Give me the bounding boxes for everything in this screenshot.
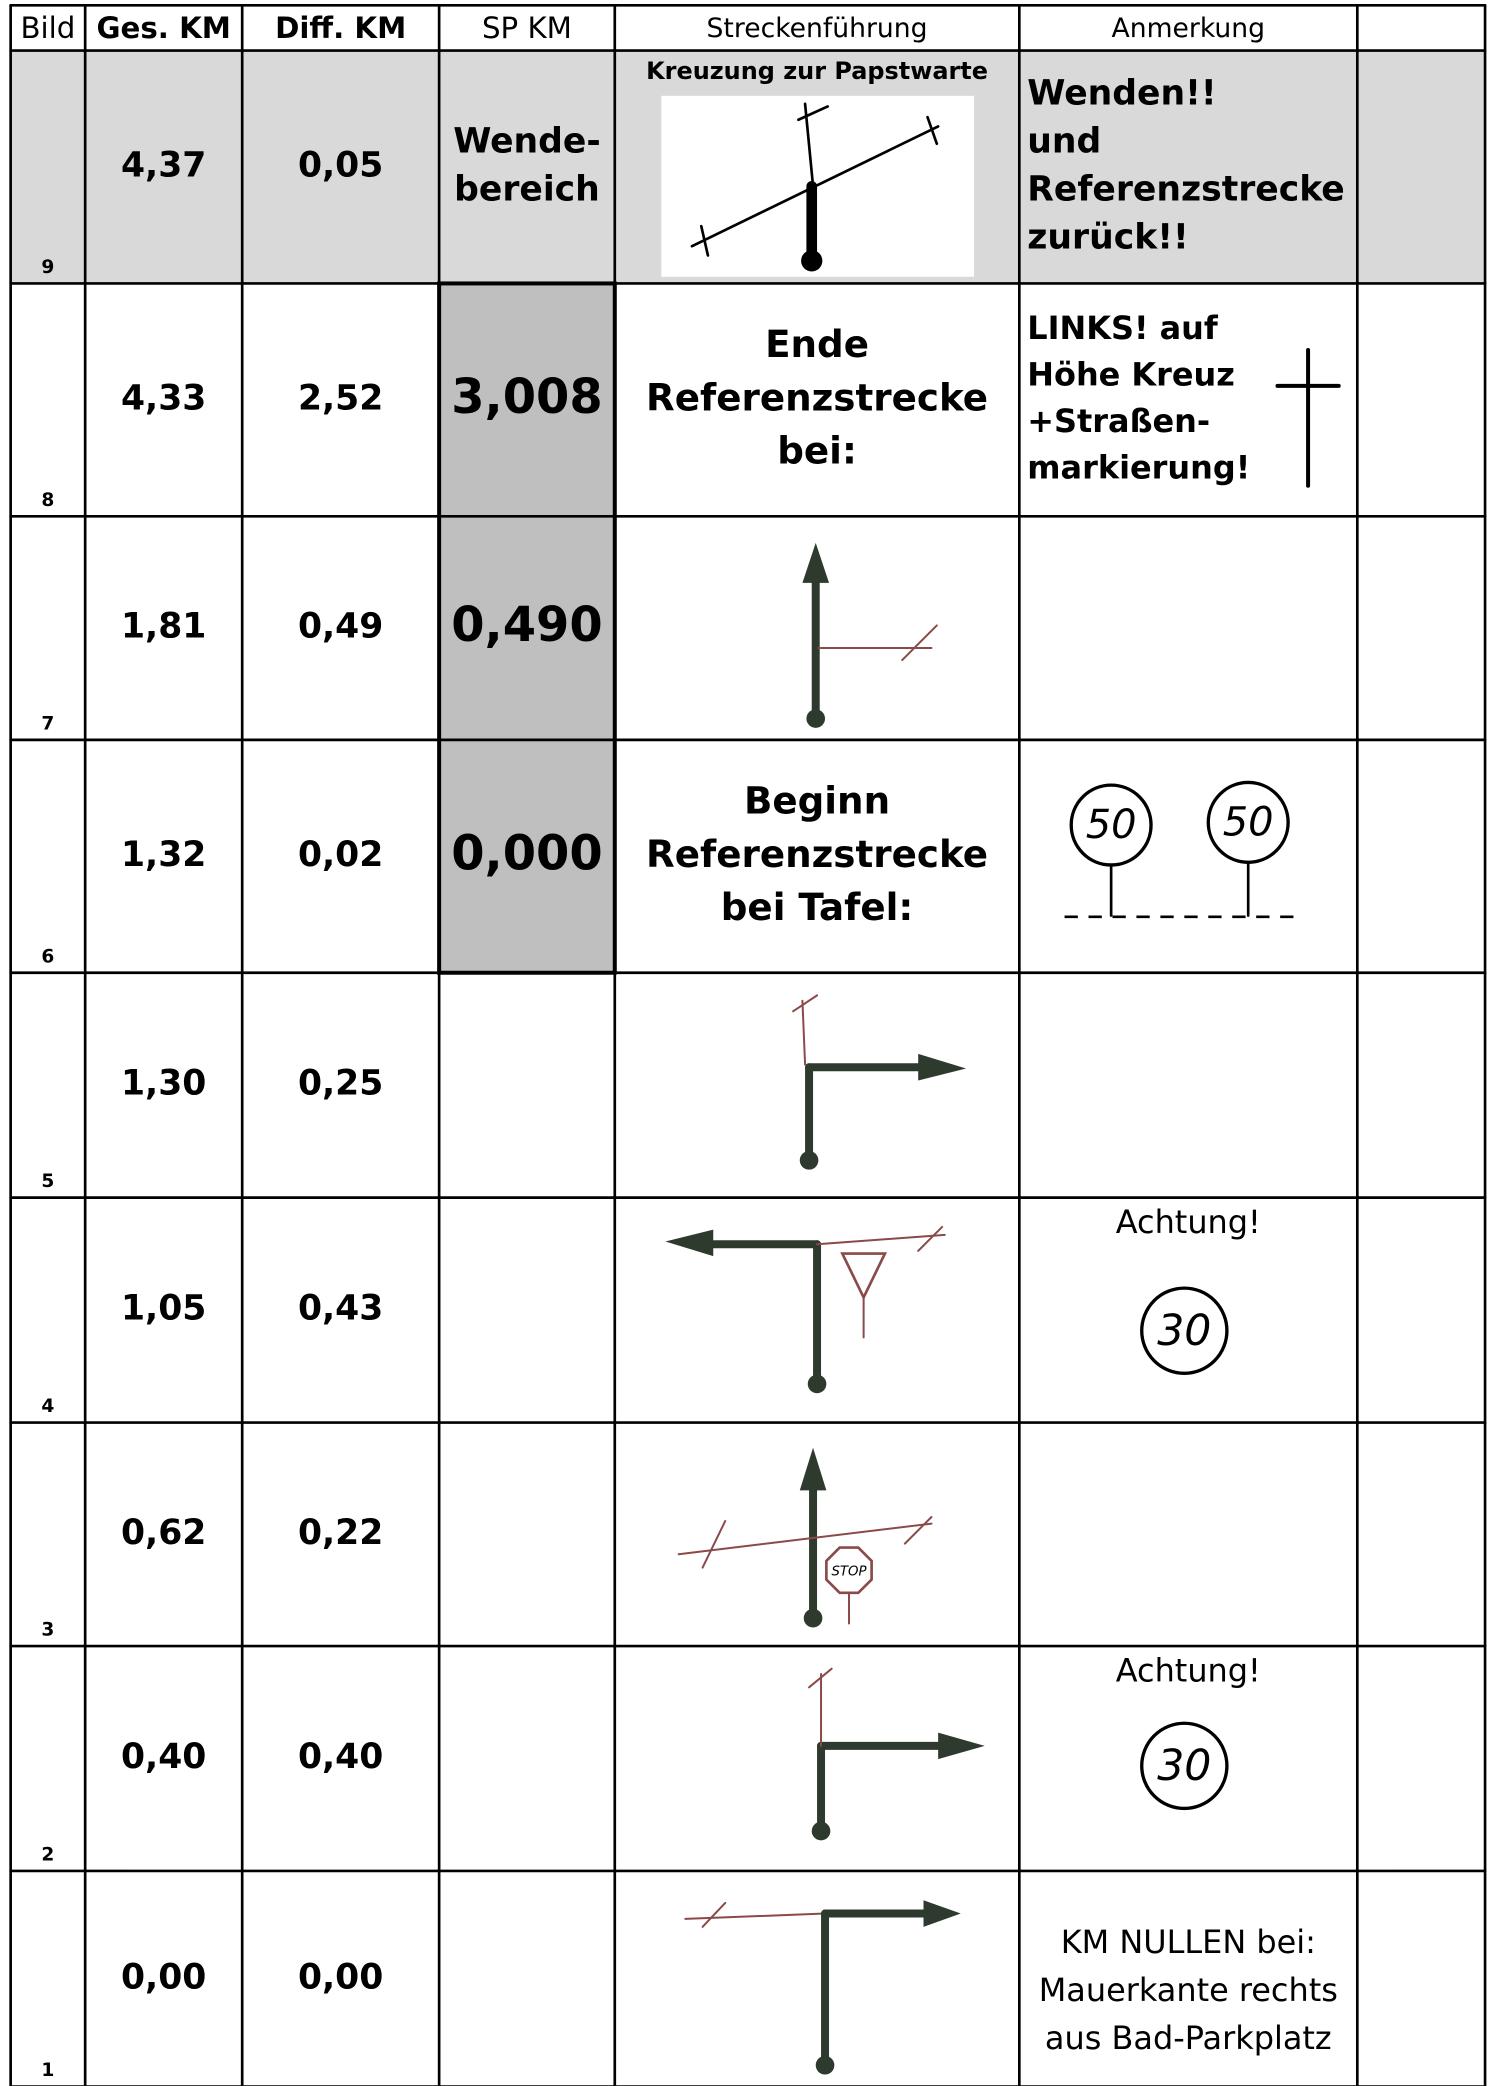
diff-km: 0,40 <box>298 1737 383 1777</box>
cell-line: KM NULLEN bei: <box>1061 1923 1316 1961</box>
cell-line: bereich <box>454 169 600 209</box>
ges-km: 0,00 <box>121 1957 206 1997</box>
header-cell: Ges. KM <box>96 11 230 45</box>
sketch-line <box>703 1903 726 1927</box>
header-cell: Bild <box>20 11 75 45</box>
cell-line: Wende- <box>453 122 601 162</box>
sign-label: 30 <box>1157 1741 1211 1791</box>
sign-label: 50 <box>1223 800 1274 846</box>
arrow-head <box>665 1230 713 1257</box>
cell-line: Höhe Kreuz <box>1027 356 1235 394</box>
arrow-head <box>924 1900 961 1927</box>
diff-km: 2,52 <box>298 378 383 418</box>
diff-km: 0,25 <box>298 1064 383 1104</box>
route-table: Bild Ges. KM Diff. KM SP KM Streckenführung A… <box>0 0 1493 2086</box>
ges-km: 1,32 <box>121 835 206 875</box>
sketch-line <box>902 625 937 660</box>
cell-line: Achtung! <box>1116 1203 1261 1241</box>
arrow-head <box>938 1733 985 1760</box>
yield-sign <box>842 1254 885 1298</box>
diff-km: 0,05 <box>298 146 383 186</box>
route-start <box>808 1375 827 1394</box>
ges-km: 4,37 <box>121 146 206 186</box>
sign-label: 50 <box>1086 802 1137 848</box>
diff-km: 0,43 <box>298 1289 383 1329</box>
route-start <box>800 1151 819 1170</box>
cell-line: markierung! <box>1027 449 1250 487</box>
cell-line: Beginn <box>744 779 890 823</box>
cell-line: Ende <box>765 322 869 366</box>
bild: 8 <box>41 490 54 511</box>
cell-line: 3,008 <box>451 370 602 425</box>
route-start <box>816 2056 835 2075</box>
sketch-line <box>793 995 817 1011</box>
bild: 6 <box>41 946 54 967</box>
sign-label: 30 <box>1157 1306 1211 1356</box>
diff-km: 0,00 <box>298 1957 383 1997</box>
route-start <box>806 709 825 728</box>
ges-km: 1,81 <box>121 607 206 647</box>
ges-km: 0,40 <box>121 1737 206 1777</box>
header-cell: SP KM <box>482 11 572 45</box>
cell-line: Referenzstrecke <box>646 832 988 876</box>
arrow-head <box>802 543 829 583</box>
bild: 9 <box>41 257 54 278</box>
cell-line: 0,490 <box>451 598 602 653</box>
ges-km: 4,33 <box>121 378 206 418</box>
diff-km: 0,02 <box>298 835 383 875</box>
ges-km: 1,05 <box>121 1289 206 1329</box>
sketch-line <box>802 1001 805 1065</box>
bild: 7 <box>41 713 54 734</box>
sketch-line <box>703 1521 726 1568</box>
header-cell: Anmerkung <box>1112 13 1266 44</box>
bild: 2 <box>41 1844 54 1865</box>
ges-km: 0,62 <box>121 1513 206 1553</box>
header-cell: Streckenführung <box>707 13 928 44</box>
arrow-head <box>918 1054 966 1081</box>
bild: 5 <box>41 1171 54 1192</box>
sign-label: STOP <box>831 1565 866 1580</box>
cell-line: +Straßen- <box>1027 402 1210 440</box>
cell-line: aus Bad-Parkplatz <box>1045 2019 1332 2057</box>
sketch-line <box>905 1517 932 1544</box>
cell-line: zurück!! <box>1027 217 1188 257</box>
cell-line: bei: <box>777 429 857 473</box>
diff-km: 0,22 <box>298 1513 383 1553</box>
cell-line: Achtung! <box>1116 1652 1261 1690</box>
cell-line: Referenzstrecke <box>646 375 988 419</box>
diff-km: 0,49 <box>298 607 383 647</box>
cell-line: Wenden!! <box>1027 74 1216 114</box>
cell-line: Mauerkante rechts <box>1039 1971 1338 2009</box>
cell-line: LINKS! auf <box>1027 309 1219 347</box>
cell-line: Kreuzung zur Papstwarte <box>646 57 988 85</box>
sketch-line <box>685 1914 825 1919</box>
route-start <box>801 250 822 271</box>
sketch-line <box>918 1227 942 1251</box>
ges-km: 1,30 <box>121 1064 206 1104</box>
cell-line: 0,000 <box>451 826 602 881</box>
bild: 1 <box>41 2060 54 2081</box>
bild: 4 <box>41 1396 54 1417</box>
cell-line: Referenzstrecke <box>1027 169 1344 209</box>
arrow-head <box>800 1448 827 1491</box>
cell-line: und <box>1027 122 1101 162</box>
header-cell: Diff. KM <box>275 11 406 45</box>
bild: 3 <box>41 1620 54 1641</box>
route-start <box>812 1822 831 1841</box>
cell-line: bei Tafel: <box>721 885 914 929</box>
